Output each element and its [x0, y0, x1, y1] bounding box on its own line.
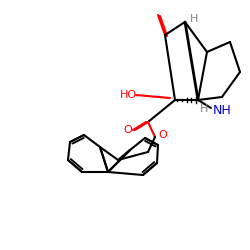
Text: H: H — [190, 14, 198, 24]
Text: NH: NH — [213, 104, 232, 117]
Text: HO: HO — [120, 90, 136, 100]
Text: H: H — [200, 104, 208, 114]
Text: O: O — [124, 125, 132, 135]
Text: O: O — [158, 130, 167, 140]
